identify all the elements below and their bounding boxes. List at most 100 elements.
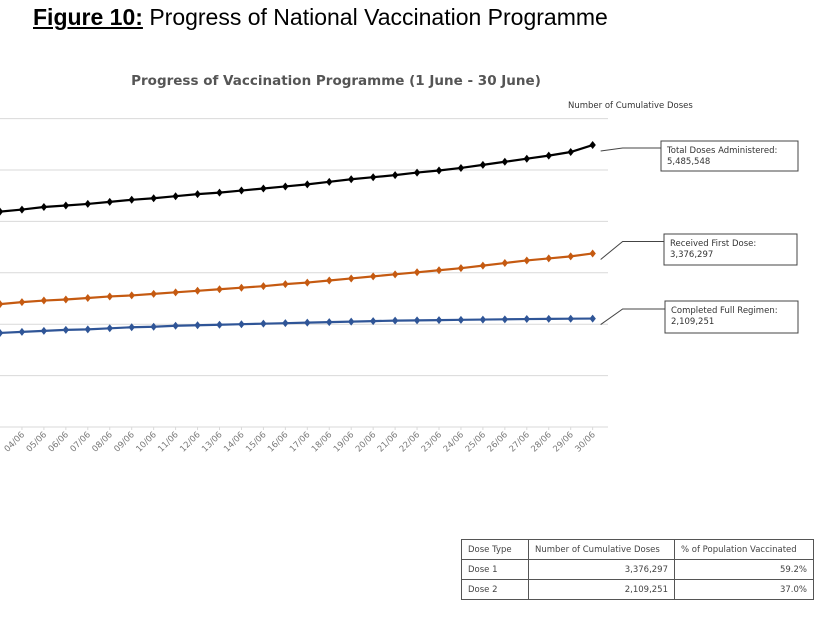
data-point — [326, 177, 333, 186]
data-point — [128, 195, 135, 204]
data-point — [479, 315, 487, 324]
data-point — [545, 254, 552, 263]
cell-cumulative-doses: 3,376,297 — [528, 559, 675, 580]
data-point — [62, 325, 70, 334]
data-point — [282, 182, 289, 191]
data-point — [413, 168, 421, 177]
series-group — [0, 141, 596, 337]
callout-box — [660, 140, 799, 172]
data-point — [194, 321, 201, 330]
data-point — [501, 315, 509, 324]
x-tick-label: 21/06 — [376, 430, 400, 454]
data-point — [62, 201, 70, 210]
data-point — [194, 286, 201, 295]
x-tick-label: 05/06 — [25, 430, 49, 454]
callout-received-first-dose: Received First Dose:3,376,297 — [600, 233, 798, 266]
data-point — [0, 207, 4, 216]
table-row: Dose 2 2,109,251 37.0% — [461, 579, 814, 600]
data-point — [282, 319, 289, 328]
x-tick-label: 23/06 — [420, 430, 444, 454]
data-point — [0, 300, 4, 309]
data-point — [150, 322, 157, 331]
callout-total-doses-administered: Total Doses Administered:5,485,548 — [600, 140, 799, 172]
data-point — [567, 148, 574, 157]
data-point — [391, 270, 399, 279]
data-point — [589, 249, 596, 258]
data-point — [84, 199, 91, 208]
data-point — [567, 252, 574, 261]
data-point — [216, 285, 223, 294]
data-point — [304, 278, 311, 287]
callout-completed-full-regimen: Completed Full Regimen:2,109,251 — [600, 300, 799, 334]
data-point — [348, 317, 355, 326]
x-tick-label: 15/06 — [244, 430, 268, 454]
header-pct-vaccinated: % of Population Vaccinated — [674, 539, 814, 560]
data-point — [326, 276, 333, 285]
callout-leader-line — [600, 241, 664, 260]
callout-label: Completed Full Regimen: — [671, 306, 778, 316]
data-point — [106, 292, 113, 301]
data-point — [150, 194, 157, 203]
x-tick-label: 16/06 — [266, 430, 290, 454]
gridlines — [0, 118, 608, 428]
data-point — [194, 190, 201, 199]
data-point — [391, 316, 399, 325]
x-tick-label: 04/06 — [3, 430, 27, 454]
chart-title: Progress of Vaccination Programme (1 Jun… — [131, 73, 541, 89]
data-point — [40, 296, 48, 305]
x-tick-label: 24/06 — [442, 430, 466, 454]
cell-pct-vaccinated: 59.2% — [674, 559, 814, 580]
x-tick-label: 28/06 — [529, 430, 553, 454]
data-point — [457, 315, 465, 324]
data-point — [304, 180, 311, 189]
x-tick-label: 11/06 — [156, 430, 180, 454]
data-point — [18, 205, 26, 214]
x-tick-label: 30/06 — [573, 430, 597, 454]
data-point — [106, 324, 113, 333]
x-tick-label: 13/06 — [200, 430, 224, 454]
x-tick-label: 12/06 — [178, 430, 202, 454]
cell-cumulative-doses: 2,109,251 — [528, 579, 675, 600]
data-point — [457, 264, 465, 273]
data-point — [260, 184, 267, 193]
data-point — [40, 326, 48, 335]
data-point — [106, 197, 113, 206]
callout-value: 3,376,297 — [670, 250, 713, 260]
data-point — [84, 293, 91, 302]
data-point — [260, 319, 267, 328]
data-point — [238, 186, 245, 195]
data-point — [545, 151, 552, 160]
data-point — [545, 314, 552, 323]
data-point — [501, 157, 509, 166]
data-point — [435, 266, 443, 275]
data-point — [479, 160, 487, 169]
header-dose-type: Dose Type — [461, 539, 529, 560]
data-point — [369, 272, 377, 281]
data-point — [238, 283, 245, 292]
x-tick-label: 25/06 — [464, 430, 488, 454]
series-line — [0, 317, 593, 335]
callout-box — [664, 300, 799, 334]
data-point — [348, 274, 355, 283]
callout-leader-line — [600, 308, 665, 325]
x-tick-label: 14/06 — [222, 430, 246, 454]
data-point — [216, 188, 223, 197]
x-tick-label: 20/06 — [354, 430, 378, 454]
data-point — [40, 203, 48, 212]
data-point — [238, 320, 245, 329]
cell-dose-type: Dose 2 — [461, 579, 529, 600]
data-point — [457, 163, 465, 172]
data-point — [589, 314, 596, 323]
x-tick-label: 18/06 — [310, 430, 334, 454]
data-point — [150, 289, 157, 298]
x-tick-label: 19/06 — [332, 430, 356, 454]
x-tick-label: 17/06 — [288, 430, 312, 454]
x-tick-labels: 04/0605/0606/0607/0608/0609/0610/0611/06… — [3, 427, 598, 454]
series-completed-full-regimen — [0, 314, 596, 337]
callout-value: 2,109,251 — [671, 317, 714, 327]
summary-table: Dose Type Number of Cumulative Doses % o… — [461, 539, 814, 600]
data-point — [260, 282, 267, 291]
data-point — [369, 173, 377, 182]
figure-label: Figure 10: — [33, 4, 143, 30]
data-point — [523, 315, 530, 324]
